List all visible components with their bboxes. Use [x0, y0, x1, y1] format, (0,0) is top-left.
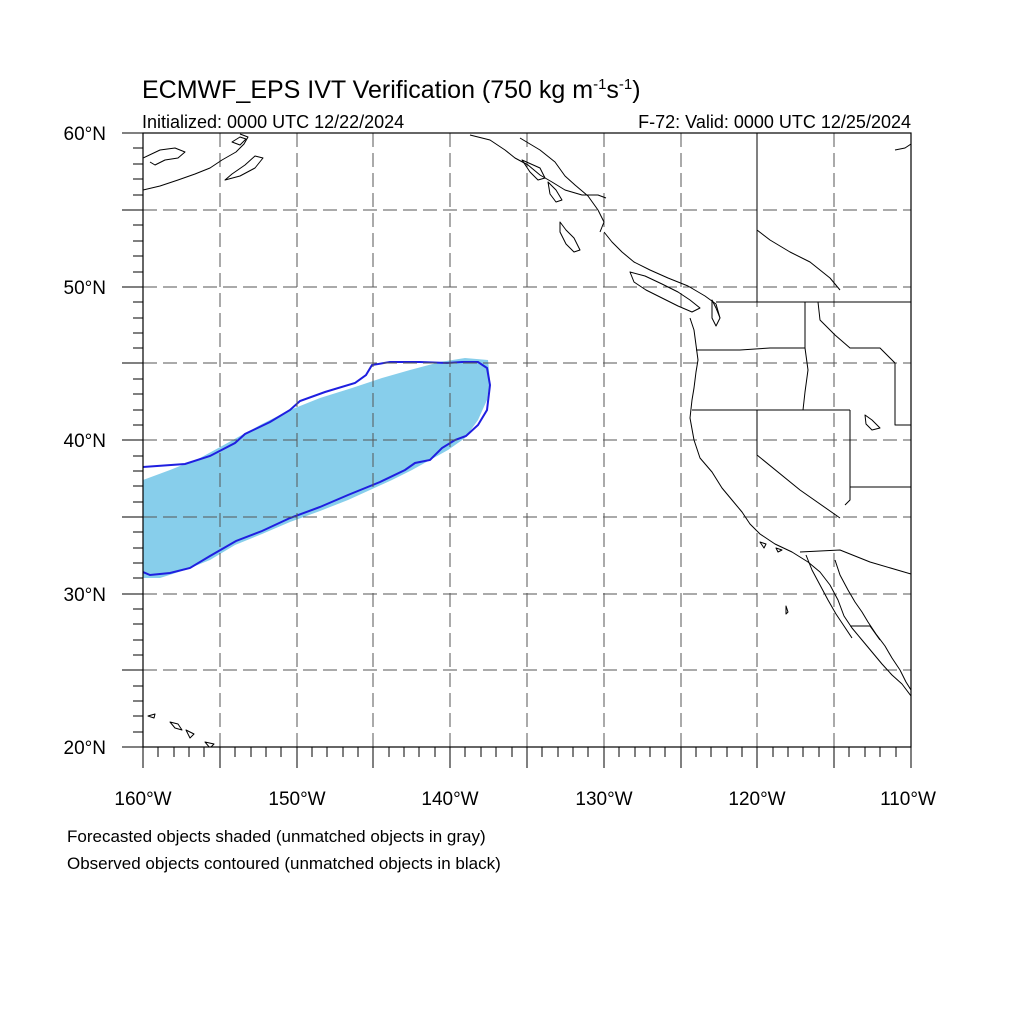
graticule	[143, 133, 911, 747]
latitude-axis-labels: 60°N 50°N 40°N 30°N 20°N	[64, 124, 106, 759]
observed-note: Observed objects contoured (unmatched ob…	[67, 854, 501, 873]
lat-label-40: 40°N	[64, 431, 106, 452]
lon-label-150w: 150°W	[268, 789, 325, 810]
valid-label: F-72: Valid: 0000 UTC 12/25/2024	[638, 112, 911, 132]
coastlines	[143, 133, 911, 747]
observed-object-contour	[143, 361, 492, 577]
lon-label-120w: 120°W	[728, 789, 785, 810]
initialized-label: Initialized: 0000 UTC 12/22/2024	[142, 112, 404, 132]
lon-label-140w: 140°W	[421, 789, 478, 810]
map-title: ECMWF_EPS IVT Verification (750 kg m-1s-…	[142, 76, 641, 104]
lat-label-30: 30°N	[64, 585, 106, 606]
lon-label-110w: 110°W	[880, 789, 936, 810]
map-plot-area	[122, 132, 912, 768]
lat-label-50: 50°N	[64, 278, 106, 299]
tick-marks	[122, 132, 912, 768]
lon-label-130w: 130°W	[575, 789, 632, 810]
forecast-object-shade	[143, 358, 490, 578]
lat-label-60: 60°N	[64, 124, 106, 145]
longitude-axis-labels: 160°W 150°W 140°W 130°W 120°W 110°W	[114, 789, 936, 810]
political-borders	[692, 133, 911, 641]
forecast-note: Forecasted objects shaded (unmatched obj…	[67, 827, 486, 846]
lon-label-160w: 160°W	[114, 789, 171, 810]
lat-label-20: 20°N	[64, 738, 106, 759]
